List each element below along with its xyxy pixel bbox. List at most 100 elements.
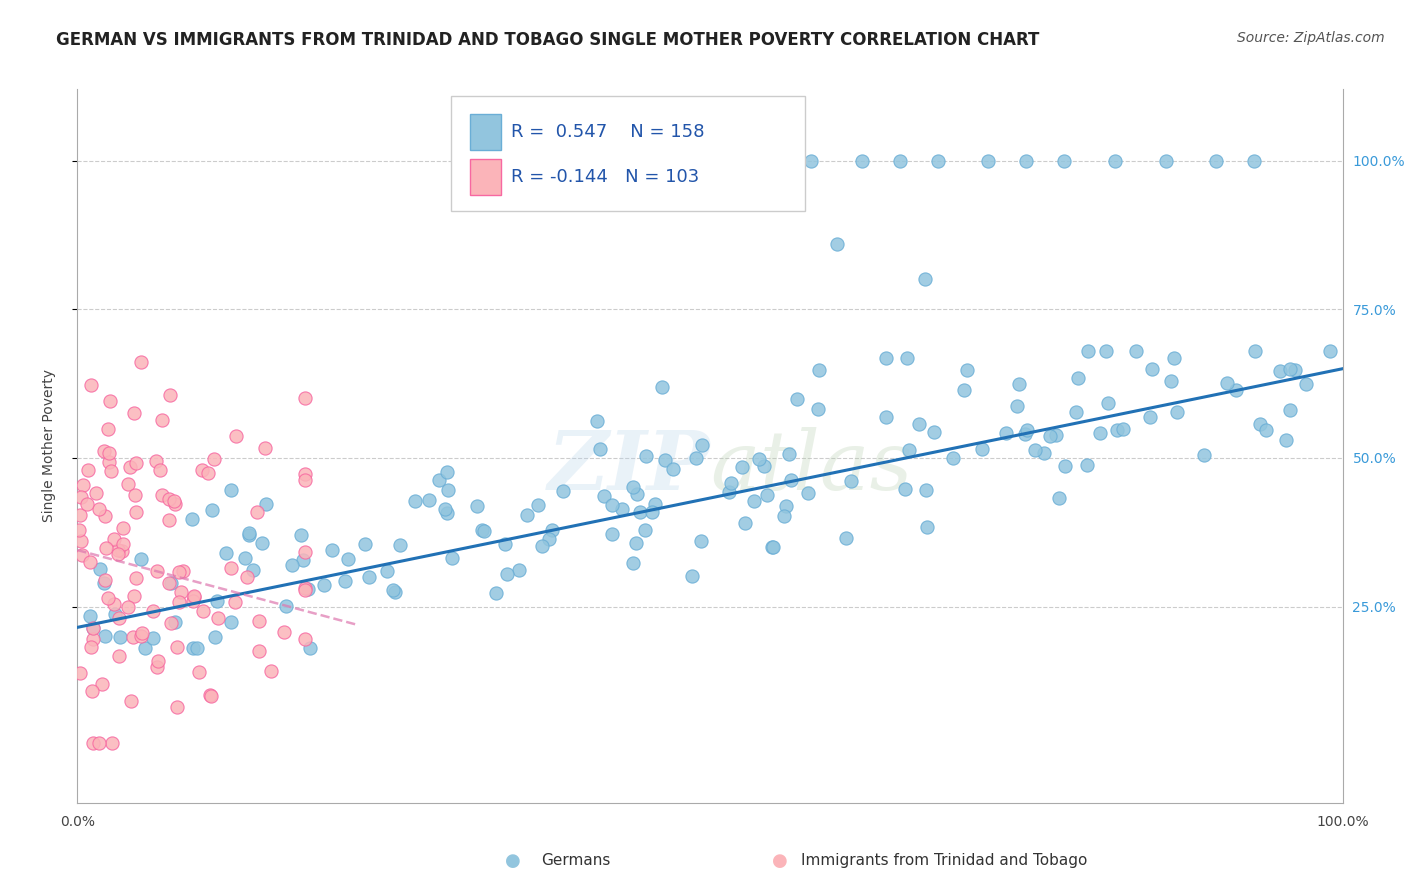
Point [915,520,938,534]
Point [190,463,212,477]
Point [626,536,648,550]
Point [103,532,125,546]
Point [148,654,170,668]
Point [641,505,664,519]
Point [734,516,756,531]
Point [122,406,145,420]
Point [294,467,316,481]
Point [238,528,260,542]
Point [93,444,115,458]
Text: GERMAN VS IMMIGRANTS FROM TRINIDAD AND TOBAGO SINGLE MOTHER POVERTY CORRELATION : GERMAN VS IMMIGRANTS FROM TRINIDAD AND T… [56,31,1039,49]
Point [93,509,115,524]
Point [527,498,550,512]
Point [70,549,93,563]
Point [977,153,1000,168]
Point [242,563,264,577]
Point [166,699,188,714]
Text: 100.0%: 100.0% [1316,814,1369,829]
Y-axis label: Single Mother Poverty: Single Mother Poverty [42,369,56,523]
Point [634,523,657,537]
Point [104,607,127,621]
Text: ●: ● [505,852,522,870]
Point [875,409,897,424]
Text: R =  0.547    N = 158: R = 0.547 N = 158 [512,123,704,141]
Point [76,497,98,511]
Point [107,649,129,664]
Point [1249,417,1271,431]
Point [1076,458,1098,472]
Point [146,660,169,674]
Point [839,474,862,488]
Point [592,489,614,503]
Point [181,594,204,608]
Point [336,552,359,566]
Text: Germans: Germans [541,854,610,868]
Point [82,684,104,698]
Point [1015,153,1038,168]
Point [72,478,94,492]
Point [94,541,117,555]
Point [183,590,205,604]
Point [354,537,377,551]
Point [120,694,142,708]
Point [752,458,775,473]
Point [103,598,125,612]
Point [972,442,994,457]
Point [375,564,398,578]
Point [1067,371,1090,385]
Point [69,508,91,522]
Point [82,621,104,635]
Point [205,594,228,608]
Point [952,383,974,397]
Point [496,566,519,581]
Point [1244,343,1267,358]
Point [1295,377,1317,392]
Point [1225,383,1247,397]
Point [621,556,644,570]
Point [125,571,148,585]
Point [142,604,165,618]
Point [1216,376,1239,391]
Point [1163,351,1185,365]
Point [494,537,516,551]
Point [786,392,808,406]
Point [221,483,243,497]
FancyBboxPatch shape [470,159,502,194]
Point [273,625,295,640]
Point [437,483,460,498]
Point [125,505,148,519]
Point [610,501,633,516]
Point [207,611,229,625]
Point [187,665,209,679]
Point [717,484,740,499]
Point [927,153,949,168]
Point [122,590,145,604]
Point [1015,424,1038,438]
Point [994,426,1017,441]
Point [149,463,172,477]
Point [183,589,205,603]
Point [79,378,101,392]
Point [1024,442,1046,457]
Point [260,664,283,678]
Point [117,599,139,614]
Point [825,236,848,251]
Point [87,501,110,516]
Point [654,453,676,467]
Point [204,451,226,466]
Point [197,466,219,480]
Point [294,581,316,595]
Point [1077,343,1099,358]
Point [1268,363,1291,377]
Point [681,569,703,583]
FancyBboxPatch shape [451,96,806,211]
Point [276,599,298,614]
Point [292,552,315,566]
Point [159,576,181,591]
Point [485,586,508,600]
Point [67,523,90,537]
Point [724,153,747,168]
Point [163,497,186,511]
Point [321,542,343,557]
Point [247,644,270,658]
